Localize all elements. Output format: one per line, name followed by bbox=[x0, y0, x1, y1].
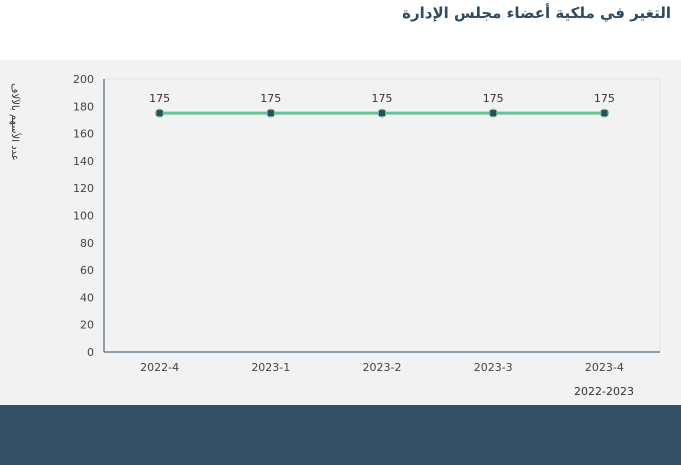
y-tick-label: 80 bbox=[80, 237, 94, 250]
y-tick-label: 140 bbox=[73, 155, 94, 168]
x-tick-label: 2022-4 bbox=[140, 361, 179, 374]
x-axis-label: 2022-2023 bbox=[574, 385, 634, 398]
data-label: 175 bbox=[594, 92, 615, 105]
y-tick-label: 120 bbox=[73, 182, 94, 195]
x-tick-label: 2023-4 bbox=[585, 361, 624, 374]
y-tick-label: 180 bbox=[73, 100, 94, 113]
y-tick-label: 60 bbox=[80, 264, 94, 277]
y-tick-label: 100 bbox=[73, 210, 94, 223]
data-point-marker bbox=[601, 110, 608, 117]
y-tick-label: 20 bbox=[80, 319, 94, 332]
y-tick-label: 160 bbox=[73, 128, 94, 141]
x-tick-label: 2023-1 bbox=[251, 361, 290, 374]
x-tick-label: 2023-3 bbox=[474, 361, 513, 374]
data-label: 175 bbox=[483, 92, 504, 105]
x-tick-label: 2023-2 bbox=[363, 361, 402, 374]
data-point-marker bbox=[490, 110, 497, 117]
data-label: 175 bbox=[260, 92, 281, 105]
data-point-marker bbox=[379, 110, 385, 117]
plot-area bbox=[103, 78, 661, 353]
footer-bar bbox=[0, 405, 681, 465]
data-label: 175 bbox=[372, 92, 393, 105]
y-tick-label: 0 bbox=[87, 346, 94, 359]
chart-title: التغير في ملكية أعضاء مجلس الإدارة bbox=[402, 4, 671, 22]
data-point-marker bbox=[156, 110, 163, 117]
data-label: 175 bbox=[149, 92, 170, 105]
data-point-marker bbox=[267, 110, 274, 117]
y-axis-label: عدد الأسهم بالآلاف bbox=[9, 83, 22, 161]
y-tick-label: 40 bbox=[80, 291, 94, 304]
y-tick-label: 200 bbox=[73, 73, 94, 86]
